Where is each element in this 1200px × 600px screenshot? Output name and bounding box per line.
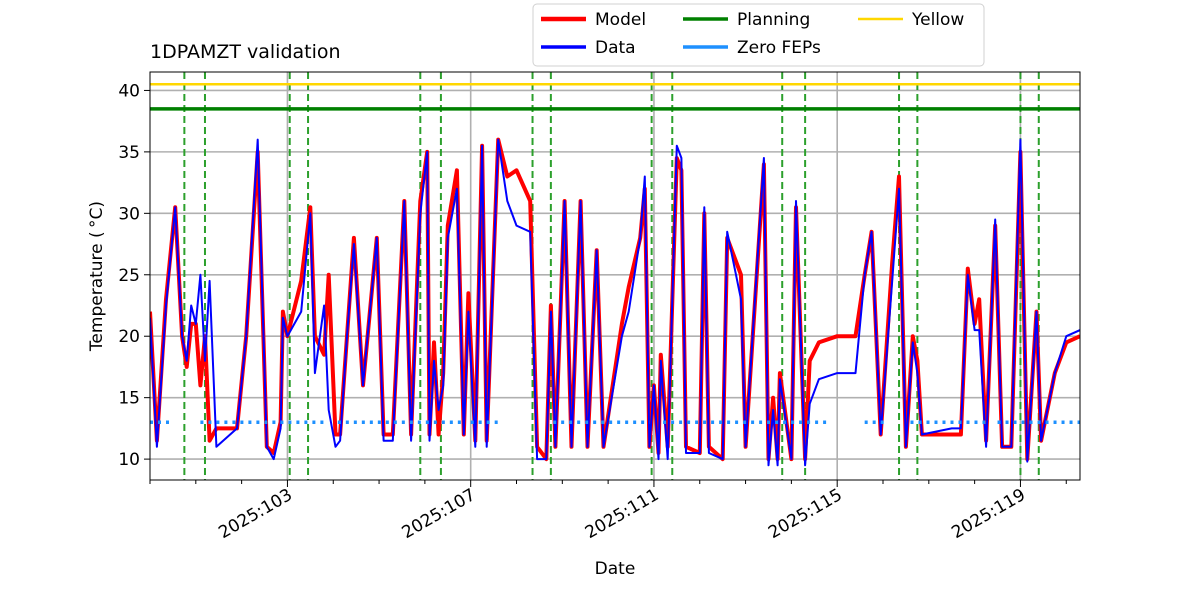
x-tick-label: 2025:111	[582, 485, 663, 543]
y-tick-label: 40	[118, 81, 140, 101]
data-series	[150, 137, 1080, 467]
y-tick-label: 35	[118, 143, 140, 163]
x-tick-label: 2025:103	[215, 485, 296, 543]
legend: Model Data Planning Zero FEPs Yellow	[532, 3, 985, 67]
y-tick-label: 15	[118, 389, 140, 409]
series-line-data	[150, 138, 1080, 467]
y-tick-label: 25	[118, 266, 140, 286]
y-tick-label: 10	[118, 450, 140, 470]
legend-label: Zero FEPs	[737, 38, 821, 58]
legend-label: Planning	[737, 10, 810, 30]
y-axis-label: Temperature ( °C)	[87, 201, 107, 352]
plot-frame	[149, 71, 1081, 481]
x-tick-label: 2025:119	[948, 485, 1029, 543]
legend-label: Model	[595, 10, 646, 30]
y-tick-label: 30	[118, 204, 140, 224]
legend-label: Yellow	[911, 10, 964, 30]
x-axis-label: Date	[595, 559, 636, 579]
reference-lines	[150, 83, 1080, 111]
x-tick-label: 2025:115	[765, 485, 846, 543]
legend-label: Data	[595, 38, 636, 58]
chart-title: 1DPAMZT validation	[150, 41, 341, 63]
x-tick-label: 2025:107	[399, 485, 480, 543]
y-tick-label: 20	[118, 327, 140, 347]
